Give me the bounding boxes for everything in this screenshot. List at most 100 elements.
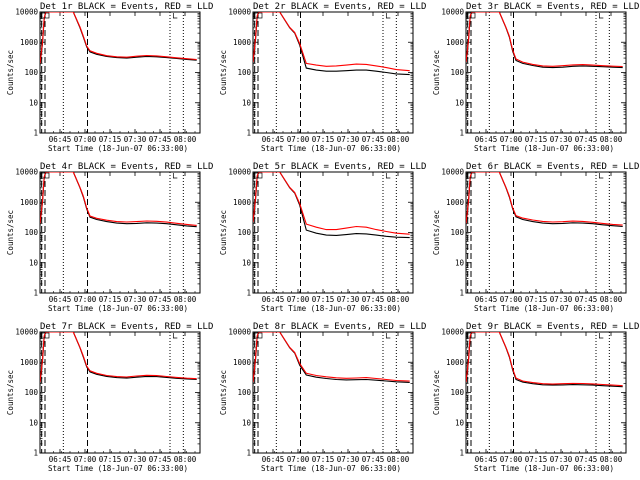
x-tick-label: 07:30 xyxy=(337,135,360,144)
x-tick-label: 07:30 xyxy=(550,295,573,304)
chart-svg: Det 1r BLACK = Events, RED = LLD 1 10 100 10… xyxy=(6,2,213,153)
interval-marker xyxy=(598,13,604,19)
x-axis-label: Start Time (18-Jun-07 06:33:00) xyxy=(261,464,401,473)
x-tick-label: 08:00 xyxy=(387,295,410,304)
chart-svg: Det 9r BLACK = Events, RED = LLD 1 10 100 10… xyxy=(432,322,639,473)
x-tick-label: 06:45 xyxy=(49,455,72,464)
chart-title: Det 5r BLACK = Events, RED = LLD xyxy=(253,162,426,172)
plot-frame xyxy=(39,11,201,134)
interval-marker xyxy=(598,173,604,179)
y-tick-label: 1000 xyxy=(20,38,39,47)
x-tick-label: 06:45 xyxy=(475,295,498,304)
plot-frame xyxy=(465,11,627,134)
events-series-line xyxy=(466,172,623,228)
x-tick-label: 06:45 xyxy=(49,295,72,304)
detector-panel-1: Det 1r BLACK = Events, RED = LLD 1 10 100 10… xyxy=(0,0,213,160)
y-tick-label: 100 xyxy=(24,228,38,237)
y-axis-label: Counts/sec xyxy=(6,50,15,95)
events-series-line xyxy=(466,332,623,388)
y-tick-label: 10000 xyxy=(15,328,38,337)
chart-svg: Det 4r BLACK = Events, RED = LLD 1 10 100 10… xyxy=(6,162,213,313)
y-tick-label: 10000 xyxy=(441,168,464,177)
x-tick-label: 08:00 xyxy=(174,455,197,464)
interval-marker xyxy=(172,13,178,19)
x-tick-label: 07:00 xyxy=(74,455,97,464)
events-series-line xyxy=(253,172,410,239)
y-tick-label: 10 xyxy=(242,98,252,107)
events-series-line xyxy=(466,12,623,69)
y-tick-label: 1000 xyxy=(20,358,39,367)
x-axis-label: Start Time (18-Jun-07 06:33:00) xyxy=(474,304,614,313)
lld-series-line xyxy=(40,332,197,383)
y-axis-label: Counts/sec xyxy=(219,50,228,95)
lld-series-line xyxy=(253,12,410,72)
x-tick-label: 06:45 xyxy=(475,135,498,144)
plot-frame xyxy=(39,331,201,454)
x-tick-label: 07:45 xyxy=(362,135,385,144)
y-axis-label: Counts/sec xyxy=(219,370,228,415)
x-tick-label: 06:45 xyxy=(49,135,72,144)
interval-marker xyxy=(598,333,604,339)
lld-series-line xyxy=(466,332,623,387)
events-series-line xyxy=(253,12,410,76)
x-axis-label: Start Time (18-Jun-07 06:33:00) xyxy=(48,464,188,473)
events-series-line xyxy=(40,172,197,228)
y-tick-label: 1 xyxy=(33,289,38,298)
y-tick-label: 1000 xyxy=(233,358,252,367)
events-series-line xyxy=(40,332,197,384)
detector-panel-7: Det 7r BLACK = Events, RED = LLD 1 10 100 10… xyxy=(0,320,213,480)
x-tick-label: 07:45 xyxy=(149,135,172,144)
interval-marker xyxy=(40,332,50,339)
y-tick-label: 1000 xyxy=(20,198,39,207)
x-tick-label: 07:45 xyxy=(575,295,598,304)
detector-panel-6: Det 6r BLACK = Events, RED = LLD 1 10 100 10… xyxy=(426,160,639,320)
plot-frame xyxy=(252,331,414,454)
x-axis-label: Start Time (18-Jun-07 06:33:00) xyxy=(261,144,401,153)
y-axis-label: Counts/sec xyxy=(219,210,228,255)
interval-marker xyxy=(253,12,263,19)
y-axis-label: Counts/sec xyxy=(432,210,441,255)
x-tick-label: 08:00 xyxy=(174,135,197,144)
y-axis-label: Counts/sec xyxy=(432,370,441,415)
interval-marker xyxy=(385,173,391,179)
y-tick-label: 10 xyxy=(242,418,252,427)
x-tick-label: 07:45 xyxy=(149,455,172,464)
y-tick-label: 1000 xyxy=(233,198,252,207)
x-tick-label: 07:00 xyxy=(287,455,310,464)
interval-marker xyxy=(172,173,178,179)
chart-title: Det 7r BLACK = Events, RED = LLD xyxy=(40,322,213,332)
y-tick-label: 1 xyxy=(459,129,464,138)
detector-panel-8: Det 8r BLACK = Events, RED = LLD 1 10 100 10… xyxy=(213,320,426,480)
x-tick-label: 06:45 xyxy=(262,455,285,464)
x-tick-label: 07:00 xyxy=(287,295,310,304)
y-tick-label: 1000 xyxy=(446,38,465,47)
plot-frame xyxy=(39,171,201,294)
y-tick-label: 10000 xyxy=(15,168,38,177)
interval-marker xyxy=(40,172,50,179)
chart-title: Det 1r BLACK = Events, RED = LLD xyxy=(40,2,213,12)
y-tick-label: 10 xyxy=(455,418,465,427)
x-tick-label: 07:00 xyxy=(287,135,310,144)
x-tick-label: 07:00 xyxy=(74,135,97,144)
chart-title: Det 9r BLACK = Events, RED = LLD xyxy=(466,322,639,332)
x-axis-label: Start Time (18-Jun-07 06:33:00) xyxy=(261,304,401,313)
interval-marker xyxy=(385,13,391,19)
y-tick-label: 1 xyxy=(33,129,38,138)
x-tick-label: 07:00 xyxy=(500,455,523,464)
x-tick-label: 07:30 xyxy=(124,135,147,144)
x-tick-label: 07:15 xyxy=(525,295,548,304)
detector-panel-3: Det 3r BLACK = Events, RED = LLD 1 10 100 10… xyxy=(426,0,639,160)
interval-marker xyxy=(253,332,263,339)
y-tick-label: 10000 xyxy=(441,8,464,17)
y-tick-label: 10 xyxy=(455,258,465,267)
y-axis-label: Counts/sec xyxy=(432,50,441,95)
y-tick-label: 100 xyxy=(24,388,38,397)
interval-marker xyxy=(172,333,178,339)
interval-marker xyxy=(40,12,50,19)
lld-series-line xyxy=(40,172,197,226)
y-tick-label: 100 xyxy=(237,388,251,397)
interval-marker xyxy=(253,172,263,179)
x-tick-label: 07:45 xyxy=(575,135,598,144)
detector-panel-9: Det 9r BLACK = Events, RED = LLD 1 10 100 10… xyxy=(426,320,639,480)
